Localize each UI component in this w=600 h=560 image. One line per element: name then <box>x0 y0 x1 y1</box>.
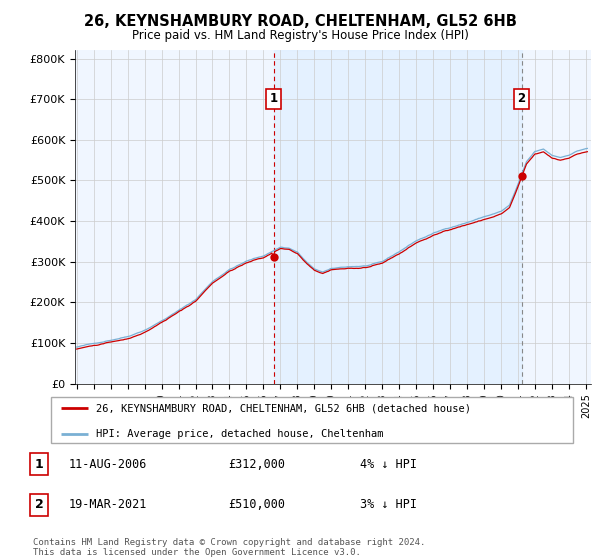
Text: Contains HM Land Registry data © Crown copyright and database right 2024.
This d: Contains HM Land Registry data © Crown c… <box>33 538 425 557</box>
Text: 26, KEYNSHAMBURY ROAD, CHELTENHAM, GL52 6HB (detached house): 26, KEYNSHAMBURY ROAD, CHELTENHAM, GL52 … <box>95 403 470 413</box>
Text: 1: 1 <box>35 458 43 470</box>
Text: £510,000: £510,000 <box>228 498 285 511</box>
Text: 19-MAR-2021: 19-MAR-2021 <box>69 498 148 511</box>
Text: 2: 2 <box>35 498 43 511</box>
Text: £312,000: £312,000 <box>228 458 285 470</box>
Text: 2: 2 <box>518 92 526 105</box>
Text: 4% ↓ HPI: 4% ↓ HPI <box>360 458 417 470</box>
Text: HPI: Average price, detached house, Cheltenham: HPI: Average price, detached house, Chel… <box>95 428 383 438</box>
Text: Price paid vs. HM Land Registry's House Price Index (HPI): Price paid vs. HM Land Registry's House … <box>131 29 469 42</box>
Text: 1: 1 <box>269 92 278 105</box>
Bar <box>274 50 521 384</box>
Text: 26, KEYNSHAMBURY ROAD, CHELTENHAM, GL52 6HB: 26, KEYNSHAMBURY ROAD, CHELTENHAM, GL52 … <box>83 14 517 29</box>
FancyBboxPatch shape <box>50 398 574 442</box>
Text: 11-AUG-2006: 11-AUG-2006 <box>69 458 148 470</box>
Text: 3% ↓ HPI: 3% ↓ HPI <box>360 498 417 511</box>
